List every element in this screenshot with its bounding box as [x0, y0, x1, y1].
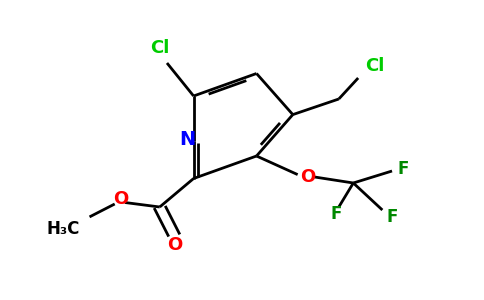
Text: O: O	[300, 168, 315, 186]
Text: F: F	[386, 208, 398, 226]
Text: O: O	[167, 236, 183, 253]
Text: Cl: Cl	[365, 57, 385, 75]
Text: F: F	[331, 205, 342, 223]
Text: O: O	[113, 190, 129, 208]
Text: H₃C: H₃C	[46, 220, 79, 238]
Text: Cl: Cl	[150, 39, 169, 57]
Text: N: N	[179, 130, 196, 149]
Text: F: F	[397, 160, 408, 178]
